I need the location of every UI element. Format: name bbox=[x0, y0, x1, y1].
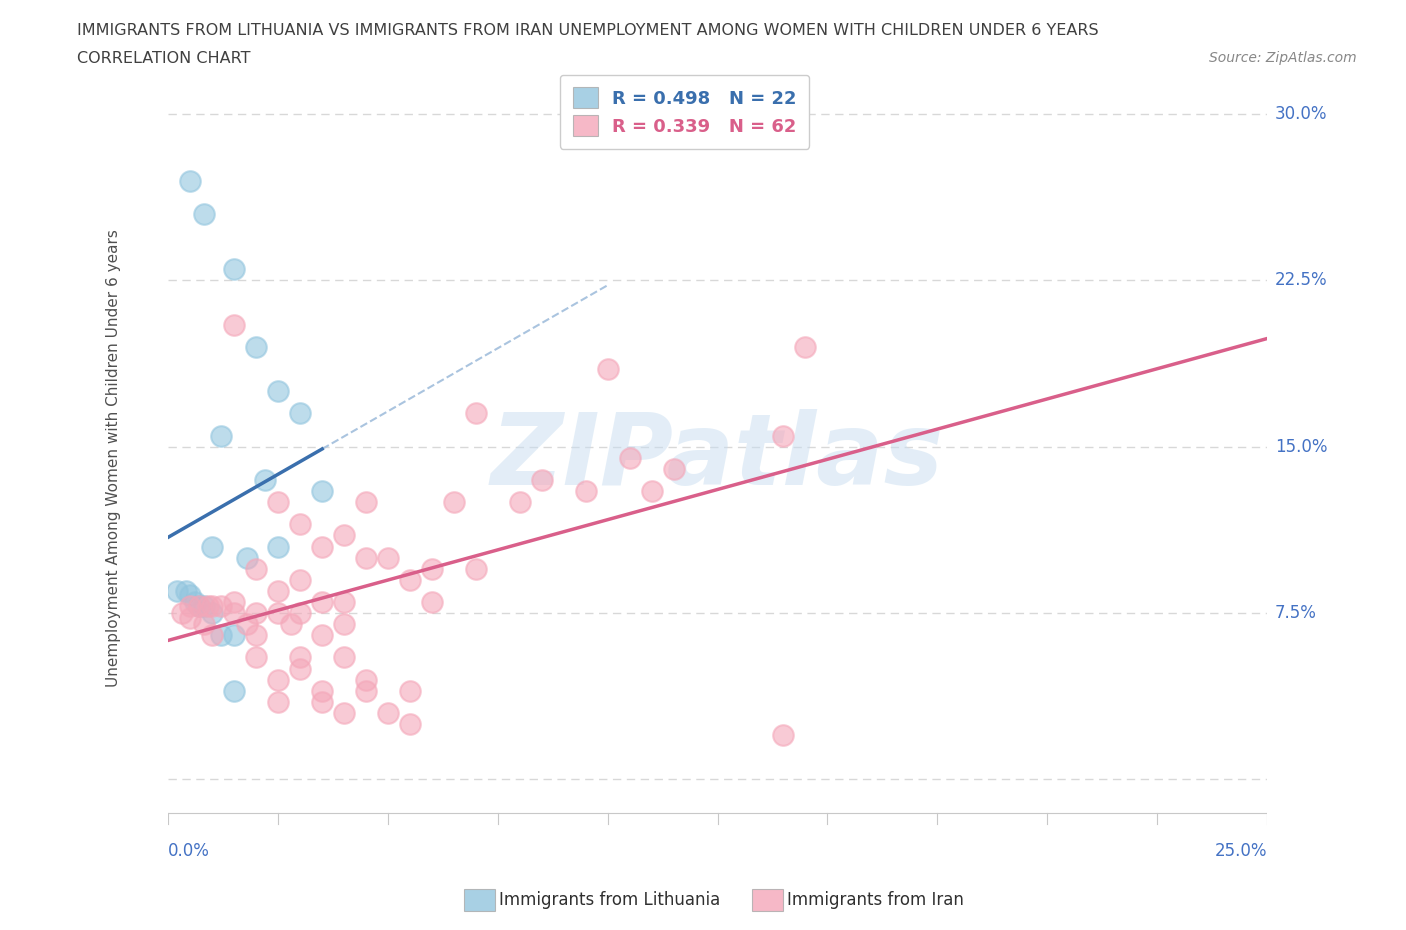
Point bbox=[201, 599, 224, 614]
Point bbox=[267, 583, 290, 598]
Point bbox=[236, 551, 259, 565]
Point bbox=[188, 599, 211, 614]
Point bbox=[179, 588, 201, 603]
Text: CORRELATION CHART: CORRELATION CHART bbox=[77, 51, 250, 66]
Point bbox=[619, 450, 641, 465]
Point bbox=[267, 672, 290, 687]
Point bbox=[288, 661, 311, 676]
Point bbox=[333, 650, 356, 665]
Point bbox=[464, 562, 486, 577]
Point bbox=[184, 594, 207, 609]
Point bbox=[354, 551, 377, 565]
Text: 30.0%: 30.0% bbox=[1275, 105, 1327, 123]
Point bbox=[794, 339, 817, 354]
Text: Source: ZipAtlas.com: Source: ZipAtlas.com bbox=[1209, 51, 1357, 65]
Point bbox=[188, 599, 211, 614]
Point bbox=[224, 605, 246, 620]
Point bbox=[377, 551, 399, 565]
Point bbox=[288, 406, 311, 421]
Point bbox=[596, 362, 619, 377]
Point bbox=[193, 206, 215, 221]
Point bbox=[288, 517, 311, 532]
Point bbox=[333, 594, 356, 609]
Point bbox=[333, 528, 356, 543]
Point bbox=[166, 583, 188, 598]
Point bbox=[201, 605, 224, 620]
Text: Immigrants from Lithuania: Immigrants from Lithuania bbox=[499, 891, 720, 910]
Point bbox=[333, 706, 356, 721]
Point bbox=[201, 539, 224, 554]
Point bbox=[236, 617, 259, 631]
Point bbox=[772, 727, 794, 742]
Text: 0.0%: 0.0% bbox=[169, 842, 211, 859]
Point bbox=[311, 684, 333, 698]
Text: 7.5%: 7.5% bbox=[1275, 604, 1317, 622]
Point bbox=[267, 539, 290, 554]
Point bbox=[280, 617, 302, 631]
Point bbox=[193, 599, 215, 614]
Point bbox=[288, 650, 311, 665]
Point bbox=[575, 484, 598, 498]
Text: Unemployment Among Women with Children Under 6 years: Unemployment Among Women with Children U… bbox=[105, 229, 121, 686]
Point bbox=[193, 617, 215, 631]
Point bbox=[311, 628, 333, 643]
Point bbox=[174, 583, 197, 598]
Point bbox=[333, 617, 356, 631]
Text: ZIPatlas: ZIPatlas bbox=[491, 409, 945, 506]
Text: 22.5%: 22.5% bbox=[1275, 272, 1327, 289]
Point bbox=[245, 650, 267, 665]
Point bbox=[179, 610, 201, 625]
Point bbox=[197, 599, 219, 614]
Point bbox=[640, 484, 662, 498]
Text: 25.0%: 25.0% bbox=[1215, 842, 1267, 859]
Point bbox=[288, 572, 311, 587]
Point bbox=[311, 695, 333, 710]
Point bbox=[179, 599, 201, 614]
Point bbox=[267, 695, 290, 710]
Point bbox=[201, 628, 224, 643]
Text: IMMIGRANTS FROM LITHUANIA VS IMMIGRANTS FROM IRAN UNEMPLOYMENT AMONG WOMEN WITH : IMMIGRANTS FROM LITHUANIA VS IMMIGRANTS … bbox=[77, 23, 1099, 38]
Point bbox=[399, 716, 422, 731]
Point bbox=[179, 173, 201, 188]
Point bbox=[209, 599, 232, 614]
Point bbox=[267, 495, 290, 510]
Point bbox=[399, 572, 422, 587]
Point bbox=[254, 472, 277, 487]
Point bbox=[311, 484, 333, 498]
Point bbox=[443, 495, 465, 510]
Point bbox=[224, 628, 246, 643]
Point bbox=[772, 428, 794, 443]
Point bbox=[224, 262, 246, 277]
Point bbox=[399, 684, 422, 698]
Point bbox=[530, 472, 553, 487]
Point bbox=[464, 406, 486, 421]
Point bbox=[224, 594, 246, 609]
Point bbox=[377, 706, 399, 721]
Point bbox=[170, 605, 193, 620]
Point bbox=[311, 594, 333, 609]
Point bbox=[245, 562, 267, 577]
Point bbox=[354, 495, 377, 510]
Text: Immigrants from Iran: Immigrants from Iran bbox=[787, 891, 965, 910]
Point bbox=[354, 684, 377, 698]
Point bbox=[662, 461, 685, 476]
Text: 15.0%: 15.0% bbox=[1275, 438, 1327, 456]
Point bbox=[245, 605, 267, 620]
Legend: R = 0.498   N = 22, R = 0.339   N = 62: R = 0.498 N = 22, R = 0.339 N = 62 bbox=[560, 74, 810, 149]
Point bbox=[420, 594, 443, 609]
Point bbox=[209, 628, 232, 643]
Point bbox=[224, 317, 246, 332]
Point bbox=[209, 428, 232, 443]
Point bbox=[311, 539, 333, 554]
Point bbox=[267, 384, 290, 399]
Point bbox=[354, 672, 377, 687]
Point bbox=[288, 605, 311, 620]
Point bbox=[245, 628, 267, 643]
Point bbox=[267, 605, 290, 620]
Point bbox=[224, 684, 246, 698]
Point bbox=[420, 562, 443, 577]
Point bbox=[509, 495, 531, 510]
Point bbox=[245, 339, 267, 354]
